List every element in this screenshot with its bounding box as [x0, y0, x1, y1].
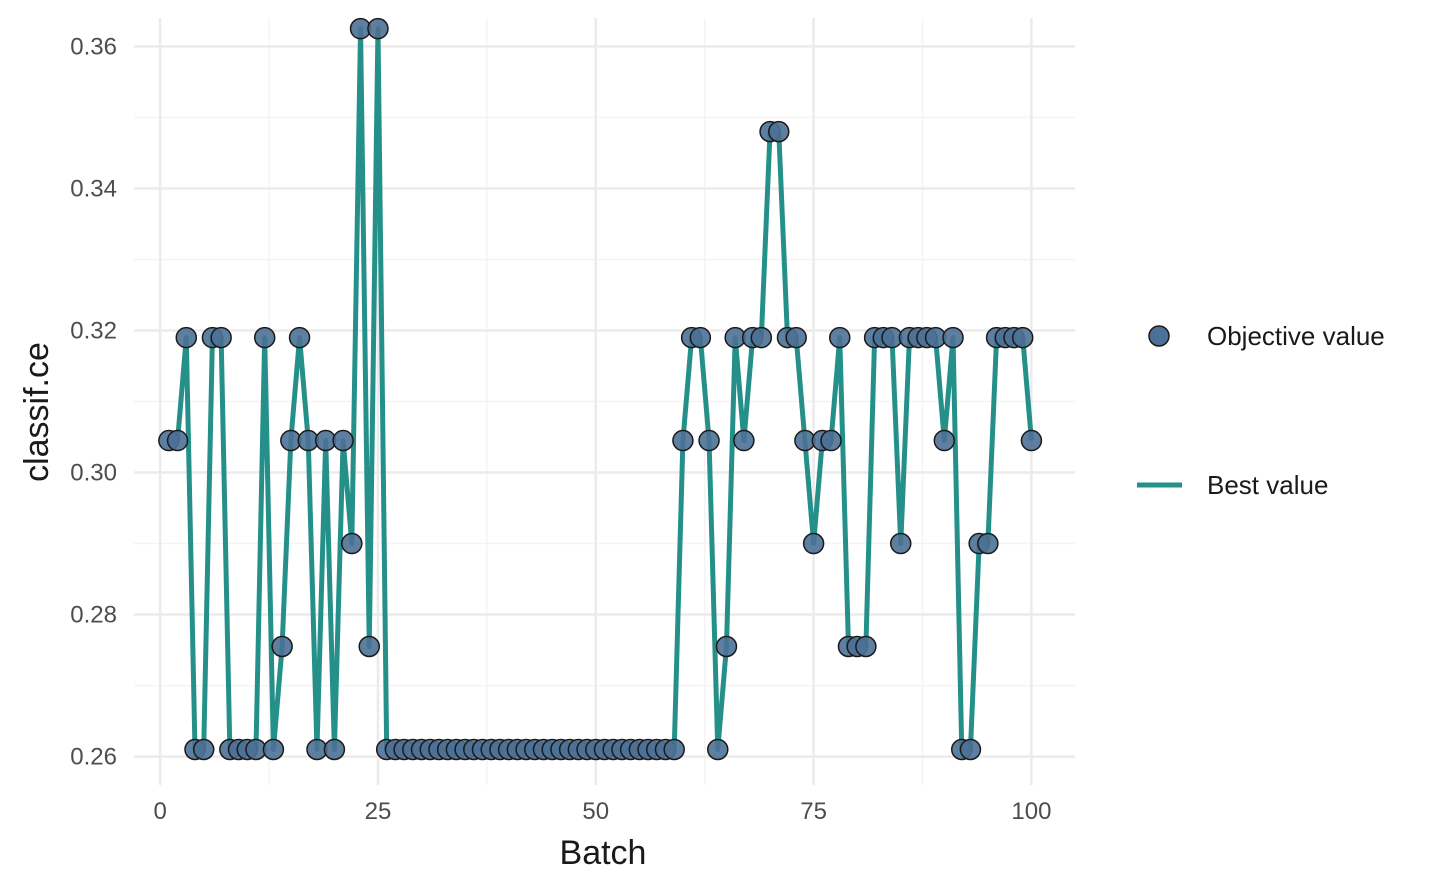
objective-value-point: [707, 738, 729, 761]
x-axis-title: Batch: [560, 834, 647, 872]
objective-value-point: [323, 738, 346, 761]
series-points-objective-value: [158, 17, 1043, 761]
objective-value-point: [175, 326, 198, 349]
objective-value-point: [942, 326, 964, 349]
objective-value-point: [210, 326, 232, 349]
objective-value-point: [733, 429, 755, 452]
y-tick-label: 0.28: [70, 602, 117, 629]
objective-value-point: [1011, 326, 1034, 349]
objective-value-point: [672, 429, 694, 452]
objective-value-point: [1020, 429, 1043, 452]
objective-value-point: [959, 738, 982, 761]
objective-value-point: [785, 326, 807, 349]
y-tick-label: 0.26: [70, 744, 117, 771]
y-tick-label: 0.30: [70, 460, 117, 487]
objective-value-point: [689, 326, 712, 349]
objective-value-point: [698, 429, 720, 452]
objective-value-point: [253, 326, 276, 349]
x-axis-ticks: 0 25 50 75 100: [153, 798, 1051, 825]
x-tick-label: 100: [1011, 798, 1051, 825]
legend: Objective value Best value: [1137, 321, 1385, 500]
x-tick-label: 75: [800, 798, 827, 825]
legend-label-objective-value: Objective value: [1207, 321, 1385, 351]
objective-value-point: [332, 429, 354, 452]
x-tick-label: 25: [365, 798, 392, 825]
objective-value-point: [262, 738, 285, 761]
y-tick-label: 0.36: [70, 33, 117, 60]
objective-value-point: [889, 532, 912, 555]
x-tick-label: 50: [582, 798, 609, 825]
objective-value-point: [715, 635, 738, 658]
objective-value-point: [341, 532, 363, 555]
legend-label-best-value: Best value: [1207, 470, 1328, 500]
y-axis-title: classif.ce: [18, 342, 56, 482]
objective-value-point: [358, 635, 380, 658]
x-tick-label: 0: [153, 798, 166, 825]
best-value-line: [168, 26, 1034, 752]
objective-value-point: [367, 17, 389, 40]
objective-value-point: [288, 326, 311, 349]
y-tick-label: 0.32: [70, 317, 117, 344]
objective-value-point: [192, 738, 215, 761]
objective-value-point: [820, 429, 842, 452]
y-axis-ticks: 0.26 0.28 0.30 0.32 0.34 0.36: [70, 33, 117, 770]
objective-value-point: [802, 532, 825, 555]
objective-value-point: [829, 326, 851, 349]
legend-key-objective-value: [1148, 325, 1170, 347]
objective-value-point: [663, 738, 685, 761]
objective-value-point: [271, 635, 293, 658]
grid-minor: [134, 18, 1075, 785]
objective-value-point: [855, 635, 877, 658]
objective-value-point: [933, 429, 956, 452]
objective-value-point: [750, 326, 773, 349]
objective-value-point: [166, 429, 189, 452]
series-line-best-value: [168, 26, 1034, 752]
objective-value-point: [977, 532, 999, 555]
y-tick-label: 0.34: [70, 175, 117, 202]
objective-value-point: [768, 120, 790, 143]
